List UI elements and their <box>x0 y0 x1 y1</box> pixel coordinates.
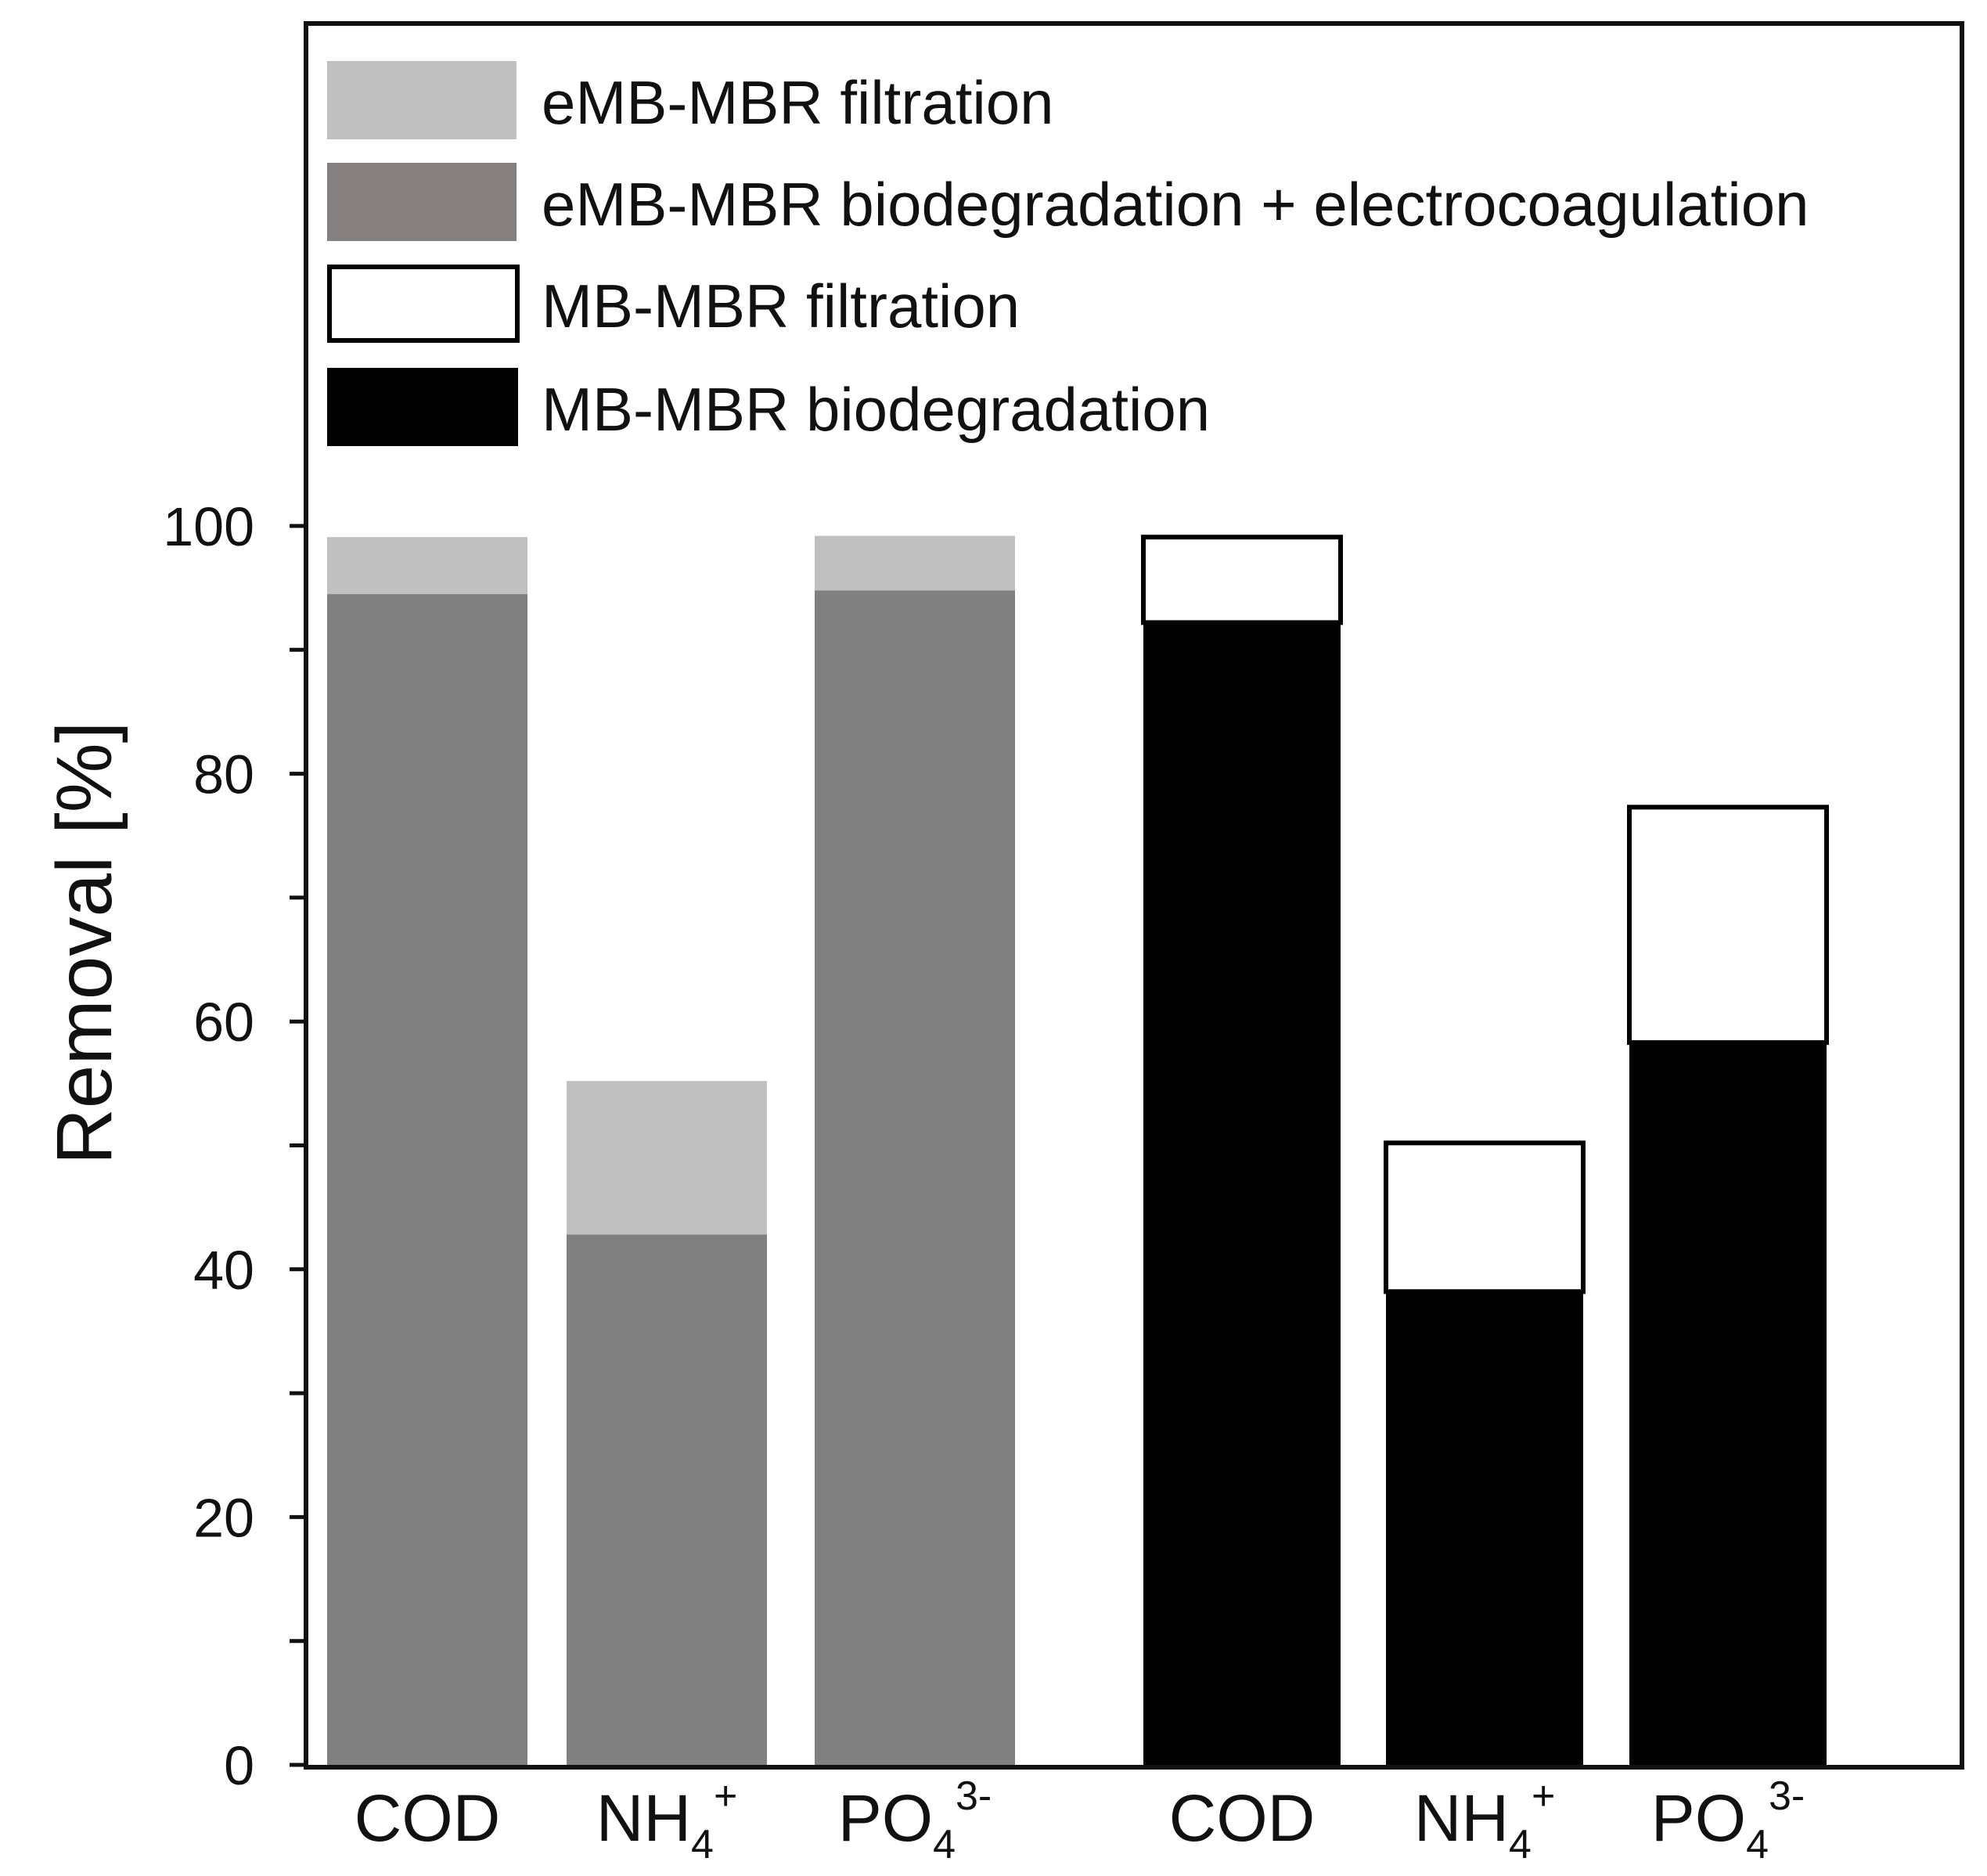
bar-emb-filtration <box>327 537 527 595</box>
y-tick-label: 20 <box>193 1487 254 1548</box>
x-category-label: PO43- <box>838 1773 992 1867</box>
bar-mb-filtration <box>1384 1140 1586 1294</box>
x-category-label: COD <box>355 1781 501 1855</box>
legend-swatch-emb-filtration <box>327 61 517 139</box>
y-axis-title: Removal [%] <box>41 722 128 1165</box>
legend-swatch-emb-biodegradation <box>327 163 517 241</box>
y-tick-label: 80 <box>193 744 254 805</box>
legend-swatch-mb-filtration <box>327 265 520 343</box>
bar-mb-biodegradation <box>1629 1042 1827 1765</box>
bar-mb-filtration <box>1141 535 1343 625</box>
legend-label-emb-biodegradation: eMB-MBR biodegradation + electrocoagulat… <box>542 170 1809 239</box>
x-category-label: NH4+ <box>1414 1773 1556 1867</box>
legend-swatch-mb-biodegradation <box>327 368 518 446</box>
bar-emb-filtration <box>815 535 1015 591</box>
legend: eMB-MBR filtration eMB-MBR biodegradatio… <box>327 61 1809 446</box>
bars <box>327 535 1829 1766</box>
bar-emb-biodegradation <box>327 594 527 1766</box>
x-category-label: NH4+ <box>596 1773 738 1867</box>
legend-label-emb-filtration: eMB-MBR filtration <box>542 68 1053 137</box>
bar-emb-filtration <box>567 1081 767 1235</box>
y-tick-label: 40 <box>193 1240 254 1301</box>
y-tick-label: 60 <box>193 992 254 1053</box>
x-category-label: PO43- <box>1651 1773 1805 1867</box>
bar-mb-biodegradation <box>1386 1291 1583 1765</box>
y-tick-label: 100 <box>163 496 254 557</box>
x-axis-labels: COD NH4+ PO43- COD NH4+ PO43- <box>355 1773 1805 1867</box>
bar-mb-filtration <box>1627 805 1829 1046</box>
legend-label-mb-filtration: MB-MBR filtration <box>542 272 1020 340</box>
legend-label-mb-biodegradation: MB-MBR biodegradation <box>542 375 1210 444</box>
bar-emb-biodegradation <box>567 1234 767 1765</box>
bar-mb-biodegradation <box>1143 622 1341 1765</box>
x-category-label: COD <box>1169 1781 1316 1855</box>
y-axis: 0 20 40 60 80 100 <box>163 496 306 1796</box>
bar-emb-biodegradation <box>815 590 1015 1766</box>
y-tick-label: 0 <box>224 1735 254 1796</box>
